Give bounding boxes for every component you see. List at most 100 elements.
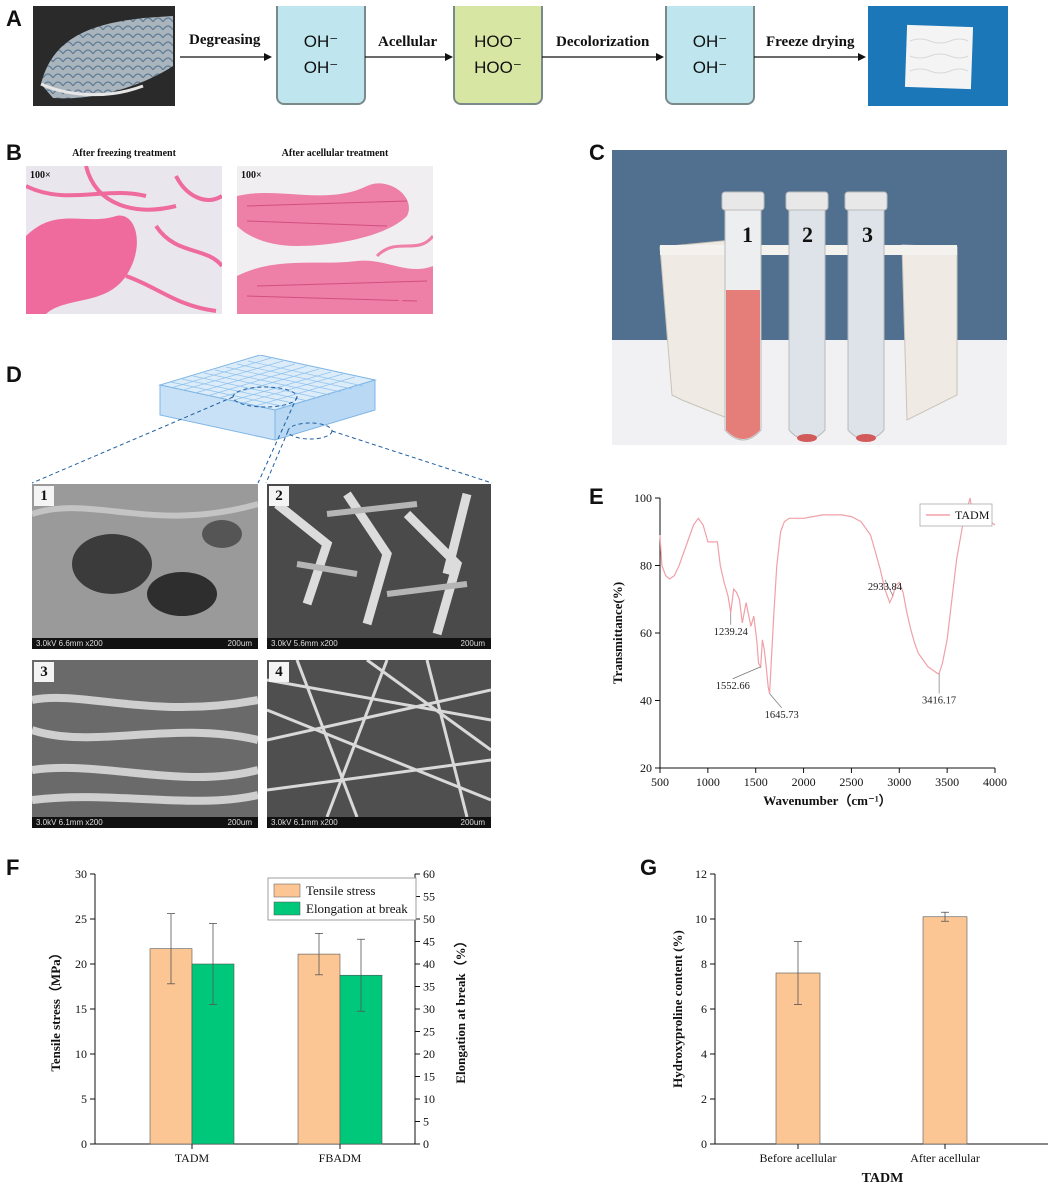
f-right-tick-label: 55 bbox=[423, 890, 435, 904]
sem-label-1: 1 bbox=[34, 486, 54, 506]
g-bar bbox=[922, 916, 968, 1145]
e-annotation-label: 1645.73 bbox=[765, 710, 799, 721]
e-y-tick-label: 60 bbox=[640, 626, 652, 640]
e-annotation-label: 2933.84 bbox=[868, 582, 903, 593]
sem-texture-3 bbox=[32, 660, 258, 817]
e-annotation-leader bbox=[884, 579, 894, 597]
arrow-2 bbox=[365, 53, 453, 61]
e-x-tick-label: 3500 bbox=[935, 775, 959, 789]
sem-scale-3: 200um bbox=[227, 818, 252, 827]
arrow-3 bbox=[542, 53, 664, 61]
sem-label-4: 4 bbox=[269, 662, 289, 682]
f-left-tick-label: 20 bbox=[75, 957, 87, 971]
panel-label-g: G bbox=[640, 855, 658, 880]
sem-image-2: 2 3.0kV 5.6mm x200 200um bbox=[267, 484, 491, 649]
panel-label-c: C bbox=[589, 140, 605, 165]
sem-texture-1 bbox=[32, 484, 258, 638]
e-annotation-label: 1552.66 bbox=[716, 681, 750, 692]
e-y-tick-label: 40 bbox=[640, 694, 652, 708]
sem-info-1: 3.0kV 6.6mm x200 bbox=[36, 639, 103, 648]
sem-texture-2 bbox=[267, 484, 491, 638]
f-right-tick-label: 60 bbox=[423, 867, 435, 881]
sem-scale-2: 200um bbox=[460, 639, 485, 648]
f-right-tick-label: 40 bbox=[423, 957, 435, 971]
g-x-axis-label: TADM bbox=[862, 1171, 904, 1185]
sem-image-4: 4 3.0kV 6.1mm x200 200um bbox=[267, 660, 491, 828]
sem-infobar-2: 3.0kV 5.6mm x200 200um bbox=[267, 638, 491, 649]
tube-label-2: 2 bbox=[802, 222, 813, 247]
sem-texture-4 bbox=[267, 660, 491, 818]
e-x-tick-label: 500 bbox=[651, 775, 669, 789]
beaker-2: HOO⁻ HOO⁻ bbox=[453, 6, 543, 105]
f-bar bbox=[297, 953, 341, 1145]
tube-label-3: 3 bbox=[862, 222, 873, 247]
step-freeze-drying-label: Freeze drying bbox=[766, 34, 855, 50]
e-x-tick-label: 2500 bbox=[839, 775, 863, 789]
sem-scale-4: 200um bbox=[460, 818, 485, 827]
histology-frozen-image bbox=[26, 166, 222, 314]
f-right-tick-label: 20 bbox=[423, 1047, 435, 1061]
e-y-tick-label: 20 bbox=[640, 761, 652, 775]
g-category-label: After acellular bbox=[910, 1151, 980, 1165]
f-right-tick-label: 0 bbox=[423, 1137, 429, 1151]
beaker-3-line2: OH⁻ bbox=[692, 57, 728, 77]
f-right-tick-label: 30 bbox=[423, 1002, 435, 1016]
sem-infobar-3: 3.0kV 6.1mm x200 200um bbox=[32, 817, 258, 828]
tube-label-1: 1 bbox=[742, 222, 753, 247]
test-tubes-image bbox=[612, 150, 1007, 445]
histology-left-title: After freezing treatment bbox=[72, 148, 176, 159]
freeze-dried-scaffold-photo bbox=[868, 6, 1008, 106]
beaker-1: OH⁻ OH⁻ bbox=[276, 6, 366, 105]
beaker-3: OH⁻ OH⁻ bbox=[665, 6, 755, 105]
f-left-tick-label: 30 bbox=[75, 867, 87, 881]
scaffold-image bbox=[904, 24, 974, 90]
panel-label-b: B bbox=[6, 140, 22, 165]
sem-info-4: 3.0kV 6.1mm x200 bbox=[271, 818, 338, 827]
f-left-tick-label: 10 bbox=[75, 1047, 87, 1061]
ftir-chart: 500 1000 1500 2000 2500 3000 3500 4000 20 40 60 80 1… bbox=[610, 491, 1007, 808]
f-category-label: FBADM bbox=[319, 1151, 362, 1165]
e-series-tadm bbox=[659, 497, 996, 694]
f-right-tick-label: 10 bbox=[423, 1092, 435, 1106]
arrow-1 bbox=[180, 53, 272, 61]
g-y-axis-label: Hydroxyproline content (%) bbox=[670, 930, 685, 1088]
f-legend-label: Tensile stress bbox=[306, 883, 376, 898]
beaker-2-line2: HOO⁻ bbox=[474, 57, 522, 77]
g-y-tick-label: 4 bbox=[701, 1047, 707, 1061]
histology-frozen-magnification: 100× bbox=[30, 170, 51, 181]
arrow-4 bbox=[754, 53, 866, 61]
sem-scale-1: 200um bbox=[227, 639, 252, 648]
e-annotation-leader bbox=[769, 693, 782, 708]
e-x-tick-label: 4000 bbox=[983, 775, 1007, 789]
hydroxyproline-chart: 0 2 4 6 8 10 12 Before acellular After acellular… bbox=[670, 867, 1048, 1185]
step-acellular-label: Acellular bbox=[378, 34, 438, 50]
panel-label-a: A bbox=[6, 6, 22, 31]
sem-infobar-4: 3.0kV 6.1mm x200 200um bbox=[267, 817, 491, 828]
e-annotation-label: 3416.17 bbox=[922, 696, 956, 707]
beaker-2-line1: HOO⁻ bbox=[474, 31, 522, 51]
sem-image-3: 3 3.0kV 6.1mm x200 200um bbox=[32, 660, 258, 828]
fish-skin-photo bbox=[33, 6, 175, 106]
sem-label-2: 2 bbox=[269, 486, 289, 506]
e-x-tick-label: 3000 bbox=[887, 775, 911, 789]
f-left-tick-label: 0 bbox=[81, 1137, 87, 1151]
f-right-tick-label: 50 bbox=[423, 912, 435, 926]
he-stain-frozen bbox=[26, 166, 222, 314]
f-legend-swatch bbox=[273, 901, 301, 916]
e-annotation-label: 1239.24 bbox=[714, 627, 749, 638]
panel-label-e: E bbox=[589, 484, 604, 509]
f-left-tick-label: 15 bbox=[75, 1002, 87, 1016]
e-x-tick-label: 1000 bbox=[696, 775, 720, 789]
f-right-tick-label: 15 bbox=[423, 1070, 435, 1084]
f-right-tick-label: 25 bbox=[423, 1025, 435, 1039]
step-degreasing-label: Degreasing bbox=[189, 32, 261, 48]
fish-skin-image bbox=[40, 16, 173, 99]
f-legend-swatch bbox=[273, 883, 301, 898]
sem-info-3: 3.0kV 6.1mm x200 bbox=[36, 818, 103, 827]
f-category-label: TADM bbox=[175, 1151, 210, 1165]
g-category-label: Before acellular bbox=[760, 1151, 837, 1165]
step-decolorization-label: Decolorization bbox=[556, 34, 650, 50]
panel-label-f: F bbox=[6, 855, 20, 880]
g-y-tick-label: 8 bbox=[701, 957, 707, 971]
sem-info-2: 3.0kV 5.6mm x200 bbox=[271, 639, 338, 648]
